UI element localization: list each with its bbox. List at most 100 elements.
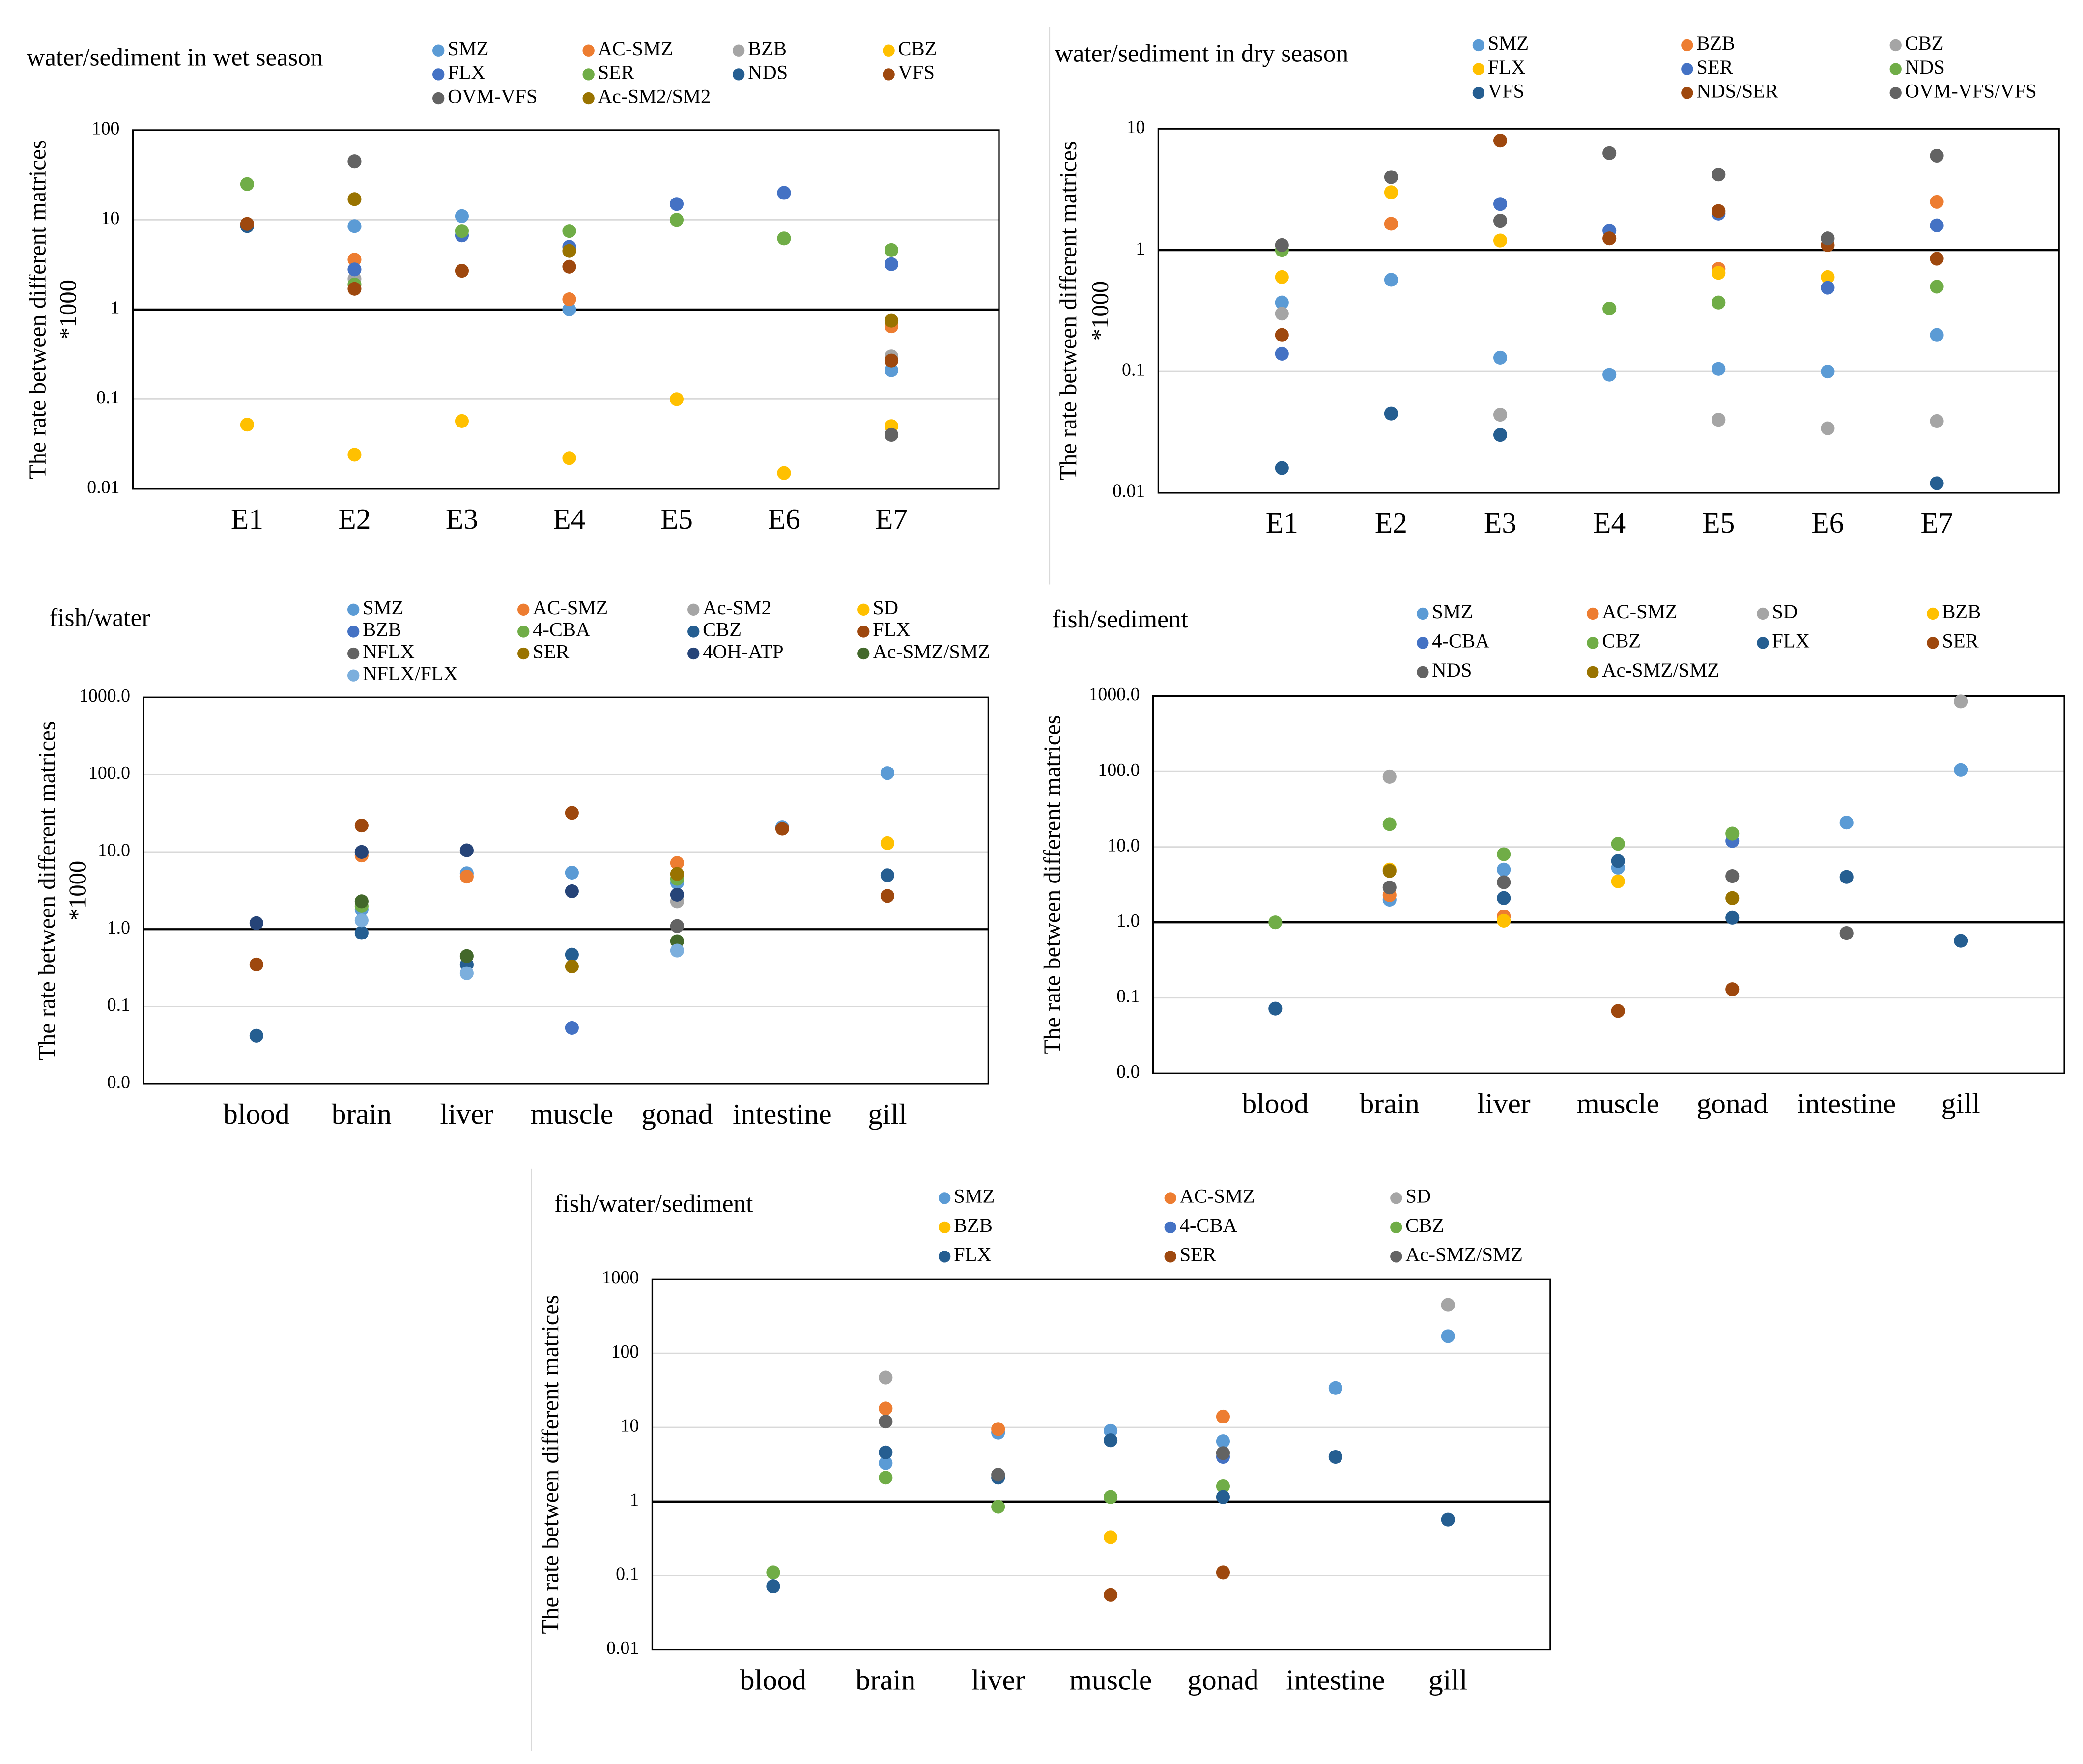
x-tick-label: intestine (733, 1098, 832, 1130)
x-tick-label: brain (856, 1664, 915, 1696)
data-point (1104, 1433, 1118, 1448)
data-point (879, 1370, 893, 1385)
legend-label: SER (1696, 56, 1733, 78)
data-point (1216, 1409, 1230, 1423)
y-tick-label: 10 (1127, 117, 1145, 138)
data-point (1725, 869, 1740, 883)
plot-frame (132, 129, 1000, 490)
legend-label: FLX (954, 1244, 992, 1266)
y-tick-label: 10 (101, 208, 120, 228)
data-point (1712, 295, 1726, 310)
data-point (1725, 910, 1740, 925)
plot-frame (1157, 128, 2060, 494)
data-point (565, 865, 579, 880)
y-tick-label: 0.1 (1122, 360, 1145, 380)
legend-label: OVM-VFS (448, 85, 537, 107)
data-point (1275, 328, 1289, 342)
x-tick-label: muscle (1069, 1664, 1152, 1696)
y-tick-label: 1.0 (107, 917, 130, 938)
legend-label: 4-CBA (1180, 1214, 1237, 1236)
legend-marker (732, 44, 745, 57)
data-point (1384, 170, 1398, 184)
data-point (459, 949, 474, 963)
data-point (1821, 270, 1835, 284)
legend-marker (687, 603, 700, 616)
x-tick-label: E2 (338, 503, 371, 535)
x-tick-label: liver (1477, 1087, 1531, 1120)
data-point (1725, 891, 1740, 905)
legend-marker (432, 92, 445, 105)
data-point (565, 806, 579, 820)
legend-label: BZB (954, 1214, 993, 1236)
data-point (670, 856, 684, 870)
legend-label: FLX (448, 61, 485, 84)
data-point (249, 957, 263, 972)
legend-marker (582, 92, 595, 105)
data-point (1497, 847, 1511, 861)
legend-marker (732, 68, 745, 81)
data-point (1493, 197, 1508, 211)
y-axis-unit: *1000 (1087, 281, 1113, 341)
data-point (1275, 270, 1289, 284)
data-point (1821, 421, 1835, 435)
data-point (1602, 231, 1617, 246)
data-point (1382, 881, 1397, 895)
legend-marker (1472, 63, 1485, 75)
legend-marker (1587, 637, 1599, 649)
data-point (884, 257, 899, 271)
data-point (884, 313, 899, 328)
data-point (669, 197, 684, 211)
data-point (1611, 837, 1625, 851)
legend-label: NDS (1905, 56, 1945, 78)
data-point (1104, 1530, 1118, 1544)
data-point (1954, 763, 1968, 777)
data-point (1930, 280, 1944, 294)
legend-label: AC-SMZ (533, 597, 608, 619)
legend-marker (687, 626, 700, 638)
y-tick-label: 10.0 (1107, 835, 1140, 855)
data-point (1328, 1381, 1342, 1395)
y-tick-label: 0.1 (616, 1564, 639, 1584)
data-point (1441, 1512, 1455, 1527)
data-point (1382, 817, 1397, 831)
data-point (880, 868, 894, 882)
x-tick-label: E4 (1593, 507, 1626, 539)
data-point (1275, 238, 1289, 252)
legend-label: SD (1772, 600, 1798, 623)
x-tick-label: E7 (1921, 507, 1953, 539)
legend-marker (857, 626, 870, 638)
y-tick-label: 1 (1136, 238, 1145, 259)
legend-marker (1390, 1221, 1402, 1234)
data-point (1712, 204, 1726, 218)
legend-marker (432, 44, 445, 57)
data-point (347, 253, 362, 267)
y-axis-label: The rate between different matrices (1055, 141, 1082, 481)
legend-marker (1390, 1192, 1402, 1204)
legend-label: CBZ (703, 619, 742, 641)
legend-label: SMZ (954, 1185, 995, 1207)
data-point (777, 466, 791, 480)
data-point (1268, 915, 1283, 930)
data-point (1382, 864, 1397, 878)
data-point (991, 1468, 1005, 1482)
data-point (1954, 934, 1968, 948)
legend-label: SER (533, 640, 569, 662)
data-point (455, 209, 469, 223)
x-tick-label: gill (1428, 1664, 1467, 1696)
chart-title: fish/water/sediment (554, 1190, 753, 1218)
legend-label: OVM-VFS/VFS (1905, 80, 2037, 102)
data-point (991, 1500, 1005, 1514)
data-point (565, 884, 579, 898)
legend-marker (1417, 637, 1429, 649)
data-point (1611, 874, 1625, 888)
legend-label: SER (598, 61, 634, 84)
data-point (766, 1579, 780, 1593)
data-point (1954, 694, 1968, 709)
data-point (777, 231, 791, 246)
legend-marker (1889, 63, 1902, 75)
data-point (1712, 266, 1726, 280)
data-point (880, 836, 894, 851)
chart-title: water/sediment in dry season (1055, 39, 1349, 67)
